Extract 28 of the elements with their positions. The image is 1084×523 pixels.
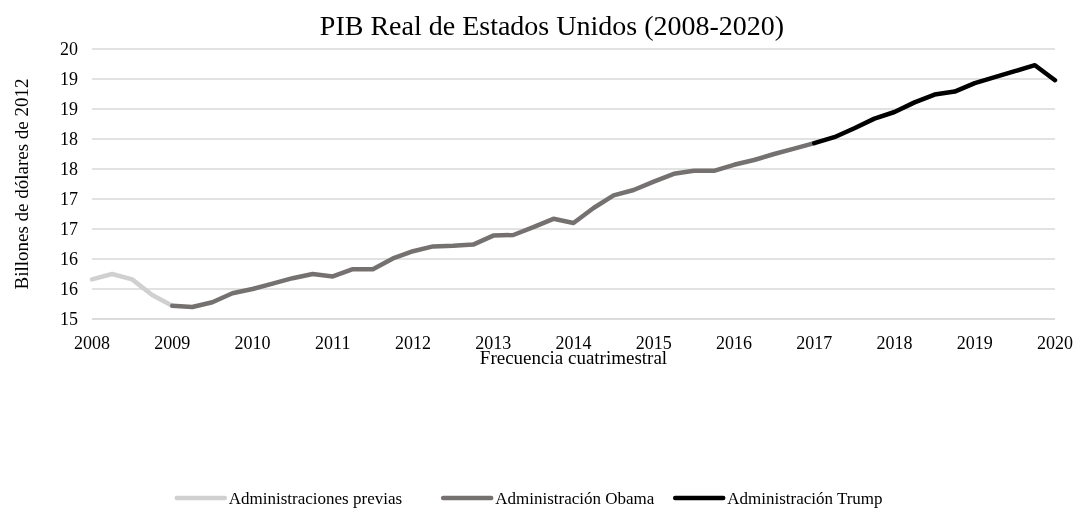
y-tick-label: 19 — [60, 99, 78, 120]
y-tick-label: 19 — [60, 69, 78, 90]
y-tick-label: 16 — [60, 249, 78, 270]
x-tick-label: 2010 — [234, 333, 271, 353]
y-tick-label: 18 — [60, 129, 78, 150]
x-tick-label: 2011 — [315, 333, 351, 353]
y-tick-label: 17 — [60, 219, 78, 240]
line-series — [812, 62, 1058, 146]
x-tick-label: 2008 — [74, 333, 110, 353]
legend-label: Administración Trump — [727, 488, 883, 508]
x-tick-label: 2009 — [154, 333, 191, 353]
legend-label: Administraciones previas — [228, 488, 403, 508]
y-tick-label: 16 — [60, 279, 78, 300]
x-tick-label: 2019 — [956, 333, 993, 353]
line-series — [170, 140, 817, 310]
x-tick-label: 2018 — [876, 333, 913, 353]
y-tick-label: 17 — [60, 189, 78, 210]
x-tick-label: 2012 — [395, 333, 431, 353]
x-tick-label: 2016 — [716, 333, 752, 353]
y-tick-label: 18 — [60, 159, 78, 180]
legend-label: Administración Obama — [495, 488, 655, 508]
x-tick-label: 2017 — [796, 333, 833, 353]
y-tick-label: 15 — [60, 309, 78, 330]
x-tick-label: 2014 — [555, 333, 592, 353]
chart-title: PIB Real de Estados Unidos (2008-2020) — [319, 10, 785, 41]
y-axis-title: Billones de dólares de 2012 — [11, 78, 32, 290]
y-tick-label: 20 — [60, 39, 78, 60]
x-tick-label: 2020 — [1037, 333, 1073, 353]
